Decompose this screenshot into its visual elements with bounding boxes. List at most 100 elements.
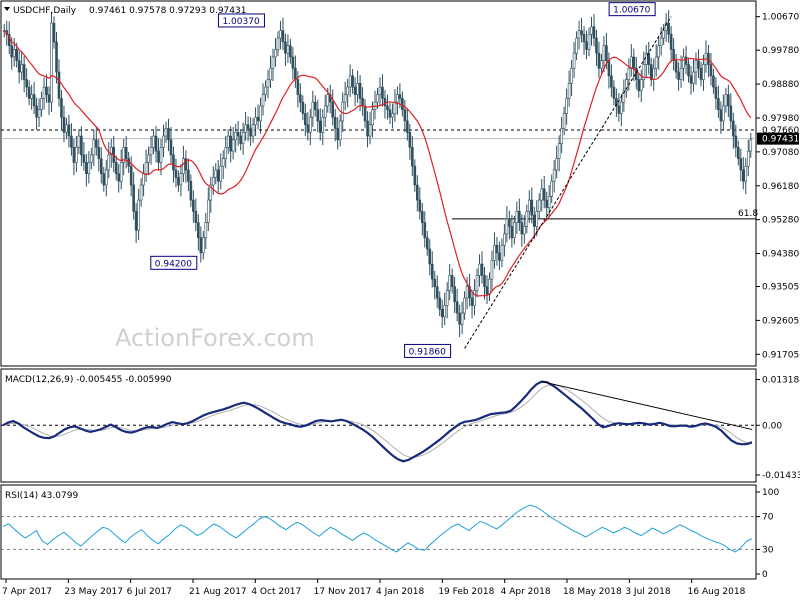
candle-body (490, 260, 494, 280)
candle-body (22, 64, 26, 80)
candle-body (333, 116, 337, 129)
candle-body (70, 135, 73, 148)
candle-body (679, 67, 683, 80)
uptrend-line (464, 16, 672, 349)
candle-body (159, 147, 163, 163)
candle-body (154, 135, 158, 152)
candle-body (219, 165, 223, 182)
candle-body (430, 263, 434, 280)
candle-body (47, 94, 51, 103)
candle-body (80, 135, 83, 156)
candle-body (169, 139, 173, 156)
candle-body (508, 218, 511, 227)
candle-body (513, 222, 516, 239)
candle-body (167, 128, 170, 141)
candle-body (687, 64, 690, 77)
candle-body (518, 211, 521, 223)
candle-body (72, 147, 76, 163)
candle-body (301, 101, 305, 114)
candle-body (351, 75, 354, 88)
candle-body (234, 131, 237, 141)
candle-body (87, 162, 91, 175)
date-tick-label: 7 Apr 2017 (2, 587, 52, 597)
candle-body (204, 222, 208, 239)
candle-body (256, 116, 260, 122)
candle-body (274, 49, 277, 58)
candle-body (25, 79, 28, 88)
fib-618-label: 61.8 (738, 209, 758, 219)
candle-body (152, 135, 155, 148)
candle-body (741, 169, 745, 182)
rsi-panel: 100 70 30 0 RSI(14) 43.0799 (0, 484, 779, 580)
candle-body (119, 162, 123, 182)
candle-body (231, 139, 235, 152)
date-tick-label: 23 May 2017 (64, 587, 123, 597)
y-tick-label: 0.96180 (762, 182, 799, 192)
candle-body (309, 116, 312, 133)
candle-body (734, 135, 738, 148)
candle-body (383, 98, 387, 107)
candle-body (291, 56, 295, 69)
candle-body (221, 158, 225, 167)
candle-body (189, 180, 193, 201)
candle-body (682, 56, 685, 69)
candle-body (560, 128, 563, 144)
candle-body (326, 94, 330, 107)
candle-body (542, 188, 546, 201)
candle-body (348, 75, 352, 88)
candle-body (114, 162, 118, 175)
candle-body (737, 147, 740, 159)
candle-body (585, 41, 588, 50)
candle-body (592, 26, 596, 39)
candle-body (206, 199, 210, 223)
dropdown-triangle-icon[interactable] (4, 7, 10, 11)
candle-body (202, 237, 205, 254)
price-overlays: 1.00370 0.94200 0.91860 1.00670 (3, 2, 752, 358)
candle-body (677, 71, 680, 80)
candle-body (610, 75, 613, 88)
candle-body (555, 158, 558, 171)
candle-body (85, 162, 88, 175)
candle-body (211, 177, 215, 186)
candle-body (316, 109, 320, 122)
annotation-label: 0.94200 (155, 259, 192, 269)
candle-body (567, 83, 571, 99)
candle-body (109, 147, 113, 156)
candle-body (460, 312, 464, 325)
candle-body (470, 297, 474, 306)
candle-body (590, 26, 593, 35)
candle-body (453, 286, 456, 303)
candle-body (530, 199, 534, 216)
candle-body (104, 169, 108, 186)
candle-body (396, 94, 399, 103)
candle-body (485, 286, 489, 295)
candle-body (224, 147, 228, 159)
candle-body (495, 244, 499, 254)
candle-body (649, 64, 653, 80)
date-tick-label: 3 Jul 2018 (625, 587, 670, 597)
candle-body (281, 30, 285, 43)
candle-body (35, 105, 38, 118)
candle-body (617, 105, 621, 114)
candle-body (249, 128, 252, 137)
candle-body (60, 98, 63, 118)
y-tick-label: 0.97080 (762, 148, 799, 158)
candle-body (239, 135, 242, 144)
candle-body (443, 305, 446, 318)
candle-body (132, 184, 135, 212)
annotation-box (217, 13, 265, 28)
candle-body (627, 67, 631, 80)
candle-body (664, 22, 668, 31)
candle-body (684, 56, 688, 65)
candle-body (577, 30, 581, 39)
macd-panel: 0.013184 0.00 -0.014339 MACD(12,26,9) -0.0… (0, 368, 800, 483)
candle-body (515, 211, 519, 223)
candle-body (99, 158, 103, 175)
candle-body (562, 113, 566, 129)
candle-body (197, 222, 200, 239)
candle-body (505, 218, 509, 235)
candle-body (532, 214, 536, 227)
candle-body (602, 45, 606, 62)
